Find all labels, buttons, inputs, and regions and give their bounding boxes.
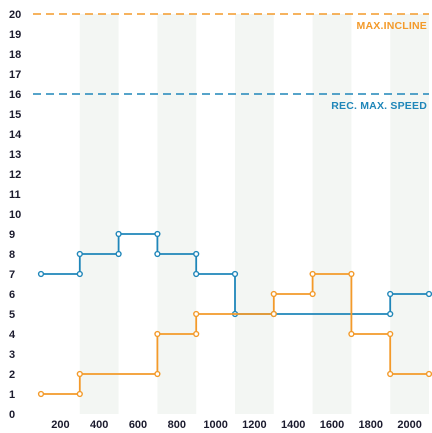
reference-line-label: REC. MAX. SPEED [331, 100, 427, 112]
grid-band [79, 14, 119, 414]
y-tick-label: 11 [9, 189, 21, 201]
x-tick-label: 400 [90, 419, 108, 431]
y-tick-label: 5 [9, 309, 15, 321]
series-point [76, 370, 83, 378]
y-tick-label: 3 [9, 349, 15, 361]
series-point [193, 330, 200, 338]
series-point [37, 390, 45, 398]
series-point [154, 370, 161, 378]
series-point [387, 330, 394, 338]
series-point [193, 250, 200, 258]
y-tick-label: 9 [9, 229, 15, 241]
data-series [37, 230, 432, 398]
y-tick-label: 20 [9, 9, 21, 21]
y-tick-label: 8 [9, 249, 15, 261]
series-point [425, 370, 432, 378]
y-tick-label: 2 [9, 369, 15, 381]
y-tick-label: 0 [9, 409, 15, 421]
series-point [76, 390, 83, 398]
y-tick-label: 13 [9, 149, 21, 161]
series-point [154, 330, 161, 338]
series-line [41, 273, 429, 395]
series-point [231, 270, 239, 278]
series-point [76, 250, 83, 258]
series-point [348, 330, 355, 338]
y-tick-label: 15 [9, 109, 21, 121]
x-tick-label: 1600 [320, 419, 344, 431]
grid-band [157, 14, 197, 414]
series-point [309, 290, 316, 298]
y-tick-label: 4 [9, 329, 16, 341]
series-point [115, 250, 122, 258]
grid-band [390, 14, 429, 414]
x-tick-label: 200 [51, 419, 69, 431]
series-point [154, 250, 161, 258]
x-tick-label: 2000 [397, 419, 421, 431]
reference-lines: MAX.INCLINE REC. MAX. SPEED [33, 13, 429, 112]
reference-line-label: MAX.INCLINE [357, 20, 427, 32]
series-point [309, 270, 316, 278]
grid-band [312, 14, 352, 414]
grid-band [235, 14, 274, 414]
y-tick-label: 16 [9, 89, 21, 101]
x-axis-ticks: 200 400 600 800 1000 1200 1400 1600 1800 2000 [51, 419, 422, 431]
series-point [425, 290, 432, 298]
series-point [193, 310, 200, 318]
series-point [270, 290, 277, 298]
x-tick-label: 1400 [281, 419, 305, 431]
series-point [387, 310, 394, 318]
series-point [348, 270, 355, 278]
series-point [387, 290, 394, 298]
series-point [154, 230, 161, 238]
y-tick-label: 6 [9, 289, 15, 301]
x-tick-label: 1800 [359, 419, 383, 431]
y-tick-label: 1 [9, 389, 15, 401]
y-tick-label: 18 [9, 49, 21, 61]
y-tick-label: 12 [9, 169, 21, 181]
y-tick-label: 10 [9, 209, 21, 221]
grid-bands [79, 14, 429, 414]
series-point [37, 270, 45, 278]
x-tick-label: 800 [168, 419, 186, 431]
x-tick-label: 600 [129, 419, 147, 431]
series-point [270, 310, 277, 318]
series-point [193, 270, 200, 278]
y-tick-label: 14 [9, 129, 22, 141]
series-point [76, 270, 83, 278]
x-tick-label: 1200 [242, 419, 266, 431]
series-point [115, 230, 122, 238]
y-tick-label: 19 [9, 29, 21, 41]
y-tick-label: 17 [9, 69, 21, 81]
series-group [37, 270, 432, 398]
series-point [387, 370, 394, 378]
x-tick-label: 1000 [203, 419, 227, 431]
y-tick-label: 7 [9, 269, 15, 281]
